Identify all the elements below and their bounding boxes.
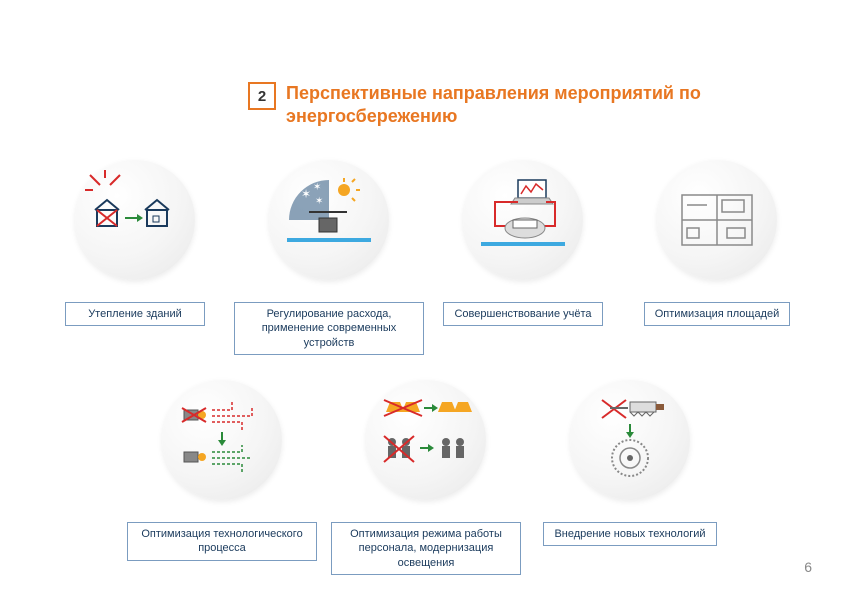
page-number: 6 [804,559,812,575]
icon-circle [75,160,195,280]
label-metering: Совершенствование учёта [443,302,602,326]
icon-circle [366,380,486,500]
label-lighting: Оптимизация режима работы персонала, мод… [331,522,521,575]
infographic-row-1: Утепление зданий ✶ ✶ ✶ [40,160,812,355]
slide-header: 2 Перспективные направления мероприятий … [248,82,746,127]
infographic-row-2: Оптимизация технологического процесса [120,380,732,575]
svg-text:✶: ✶ [301,187,311,201]
icon-circle [570,380,690,500]
cell-metering: Совершенствование учёта [428,160,618,355]
process-icon [172,390,272,490]
svg-text:✶: ✶ [313,182,321,193]
cell-device: ✶ ✶ ✶ Регулирование расхода, применение … [234,160,424,355]
device-icon: ✶ ✶ ✶ [279,170,379,270]
label-device: Регулирование расхода, применение соврем… [234,302,424,355]
icon-circle [162,380,282,500]
label-insulation: Утепление зданий [65,302,205,326]
section-title: Перспективные направления мероприятий по… [286,82,746,127]
cell-area: Оптимизация площадей [622,160,812,355]
label-process: Оптимизация технологического процесса [127,522,317,561]
section-number: 2 [248,82,276,110]
icon-circle [657,160,777,280]
cell-lighting: Оптимизация режима работы персонала, мод… [324,380,528,575]
cell-insulation: Утепление зданий [40,160,230,355]
label-newtech: Внедрение новых технологий [543,522,716,546]
svg-text:✶: ✶ [315,196,323,207]
label-area: Оптимизация площадей [644,302,791,326]
icon-circle [463,160,583,280]
lighting-icon [376,390,476,490]
icon-circle: ✶ ✶ ✶ [269,160,389,280]
cell-newtech: Внедрение новых технологий [528,380,732,575]
newtech-icon [580,390,680,490]
metering-icon [473,170,573,270]
cell-process: Оптимизация технологического процесса [120,380,324,575]
insulation-icon [85,170,185,270]
area-icon [667,170,767,270]
